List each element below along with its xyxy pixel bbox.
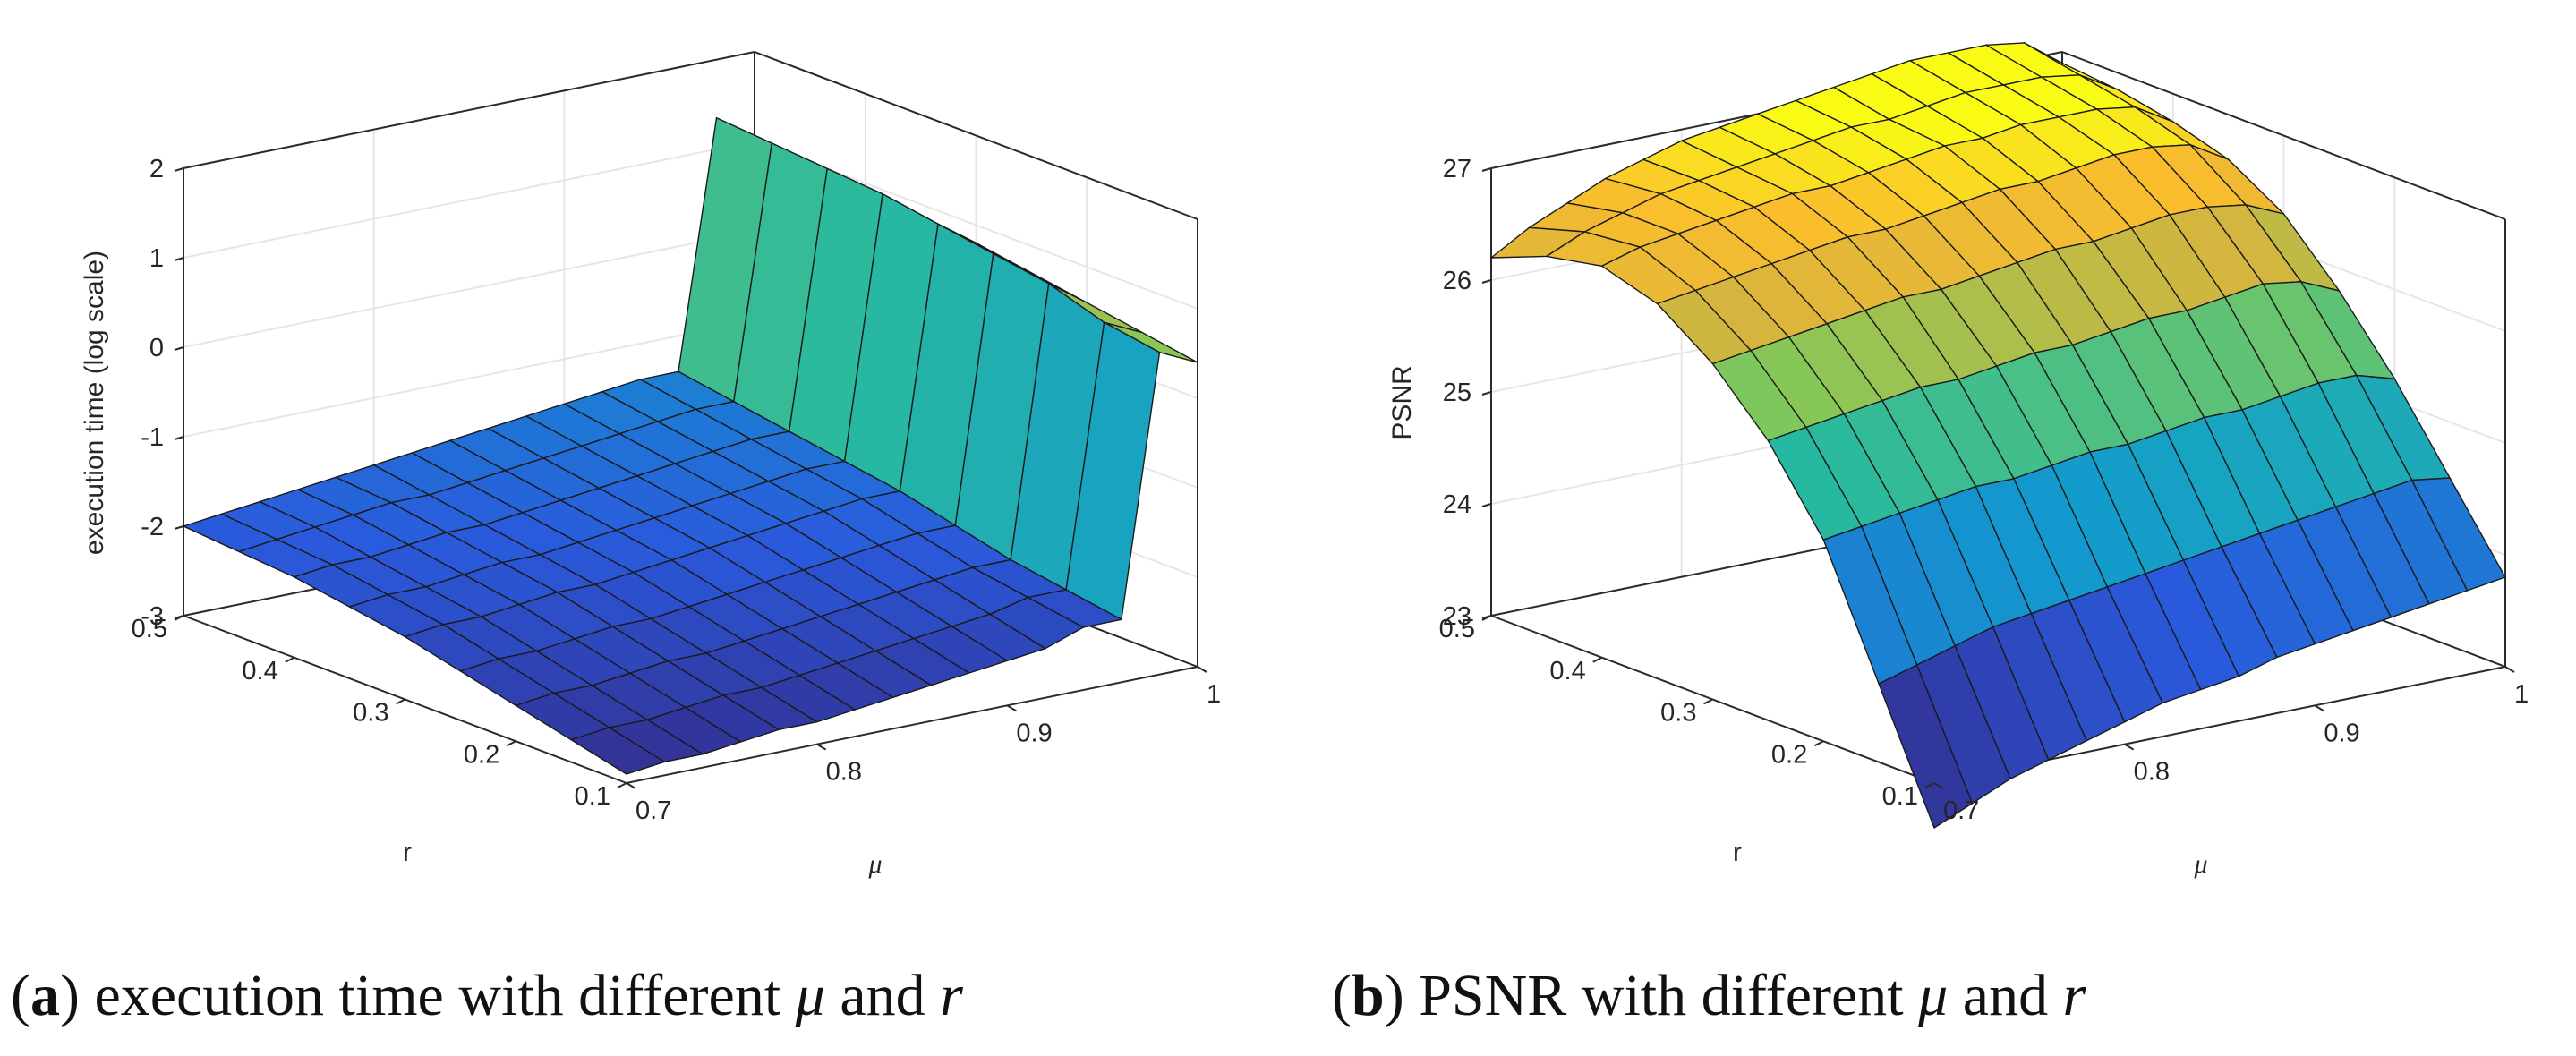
surface-patch bbox=[1878, 664, 1974, 829]
axes-edge bbox=[754, 51, 1198, 220]
caption-b: (b) PSNR with different μ and r bbox=[1332, 963, 2086, 1028]
x-tick-mark bbox=[2124, 743, 2135, 751]
caption-b-text: PSNR with different bbox=[1419, 963, 1904, 1028]
x-tick-mark bbox=[1006, 704, 1017, 712]
psnr-surface-chart: 23 24 25 26 27 0.1 0.2 0.3 0.4 0.5 0.7 0.8 0.9 1 PSNR… bbox=[1387, 42, 2529, 879]
caption-b-mu: μ bbox=[1918, 963, 1949, 1028]
y-tick-mark bbox=[506, 740, 516, 747]
caption-a-mu: μ bbox=[795, 963, 825, 1028]
ticks-a: -3 -2 -1 0 1 2 0.1 0.2 0.3 0.4 0.5 0.7 0.8 0.9 1 bbox=[132, 155, 1221, 825]
zlabel-b: PSNR bbox=[1387, 365, 1417, 439]
caption-a-text: execution time with different bbox=[94, 963, 781, 1028]
x-tick-mark bbox=[2314, 704, 2324, 712]
z-tick-mark bbox=[174, 346, 184, 351]
y-tick-label: 0.1 bbox=[575, 782, 610, 811]
caption-b-r: r bbox=[2062, 963, 2086, 1028]
ticks-b: 23 24 25 26 27 0.1 0.2 0.3 0.4 0.5 0.7 0.8 0.9 1 bbox=[1439, 155, 2529, 825]
surface-a bbox=[183, 116, 1198, 775]
z-tick-label: -2 bbox=[141, 513, 164, 541]
ylabel-a: r bbox=[403, 838, 412, 867]
y-tick-label: 0.1 bbox=[1882, 782, 1918, 811]
axes-edge bbox=[2061, 51, 2506, 220]
z-tick-label: 0 bbox=[149, 334, 164, 362]
ylabel-b: r bbox=[1733, 838, 1742, 867]
x-tick-mark bbox=[2504, 666, 2515, 673]
z-tick-label: 1 bbox=[149, 244, 164, 273]
z-tick-mark bbox=[174, 167, 184, 172]
x-tick-mark bbox=[816, 743, 827, 751]
z-tick-label: 25 bbox=[1443, 379, 1471, 407]
y-tick-mark bbox=[1592, 656, 1603, 663]
z-tick-mark bbox=[1481, 503, 1492, 507]
x-tick-label: 0.7 bbox=[635, 796, 671, 825]
y-tick-label: 0.4 bbox=[1549, 657, 1585, 686]
caption-a: (a) execution time with different μ and … bbox=[11, 963, 963, 1028]
x-tick-mark bbox=[626, 782, 636, 789]
y-tick-mark bbox=[1813, 740, 1824, 747]
x-tick-label: 1 bbox=[2514, 680, 2529, 709]
zlabel-a: execution time (log scale) bbox=[80, 251, 109, 555]
z-tick-label: 27 bbox=[1443, 155, 1471, 183]
z-tick-mark bbox=[174, 436, 184, 440]
caption-b-letter: b bbox=[1351, 963, 1385, 1028]
z-tick-label: -3 bbox=[141, 602, 164, 631]
surface-b bbox=[1490, 42, 2506, 829]
z-tick-label: 23 bbox=[1443, 602, 1471, 631]
x-tick-mark bbox=[1933, 782, 1944, 789]
z-tick-label: 2 bbox=[149, 155, 164, 183]
z-tick-mark bbox=[1481, 391, 1492, 396]
y-tick-label: 0.4 bbox=[242, 657, 277, 686]
axes-edge bbox=[183, 51, 755, 169]
y-tick-mark bbox=[617, 782, 627, 788]
xlabel-a: μ bbox=[867, 849, 882, 879]
y-tick-mark bbox=[1924, 782, 1935, 788]
y-tick-mark bbox=[1703, 698, 1713, 705]
caption-a-letter: a bbox=[30, 963, 60, 1028]
z-tick-label: -1 bbox=[141, 423, 164, 452]
y-tick-mark bbox=[174, 615, 184, 621]
caption-a-r: r bbox=[940, 963, 963, 1028]
z-tick-label: 26 bbox=[1443, 267, 1471, 295]
x-tick-label: 0.8 bbox=[826, 758, 862, 787]
xlabel-b: μ bbox=[2193, 849, 2207, 879]
y-tick-label: 0.2 bbox=[464, 740, 499, 769]
x-tick-mark bbox=[1197, 666, 1207, 673]
y-tick-mark bbox=[1481, 615, 1492, 621]
z-tick-mark bbox=[174, 257, 184, 261]
surface-patch bbox=[570, 727, 666, 775]
axes-edge bbox=[626, 666, 1198, 784]
z-tick-mark bbox=[174, 525, 184, 530]
x-tick-label: 0.7 bbox=[1943, 796, 1979, 825]
caption-a-and: and bbox=[840, 963, 925, 1028]
y-tick-label: 0.5 bbox=[132, 615, 167, 643]
y-tick-mark bbox=[396, 698, 405, 705]
y-tick-label: 0.3 bbox=[1660, 699, 1696, 728]
y-tick-label: 0.3 bbox=[353, 699, 388, 728]
y-tick-label: 0.2 bbox=[1771, 740, 1807, 769]
x-tick-label: 0.9 bbox=[1016, 719, 1052, 747]
execution-time-surface-chart: -3 -2 -1 0 1 2 0.1 0.2 0.3 0.4 0.5 0.7 0.8 0.9 1 execu… bbox=[80, 50, 1221, 879]
z-tick-mark bbox=[1481, 167, 1492, 172]
z-tick-label: 24 bbox=[1443, 490, 1471, 519]
z-tick-mark bbox=[1481, 279, 1492, 284]
x-tick-label: 1 bbox=[1207, 680, 1221, 709]
y-tick-label: 0.5 bbox=[1439, 615, 1475, 643]
x-tick-label: 0.9 bbox=[2324, 719, 2359, 747]
caption-b-and: and bbox=[1962, 963, 2049, 1028]
y-tick-mark bbox=[285, 656, 295, 663]
x-tick-label: 0.8 bbox=[2134, 758, 2170, 787]
